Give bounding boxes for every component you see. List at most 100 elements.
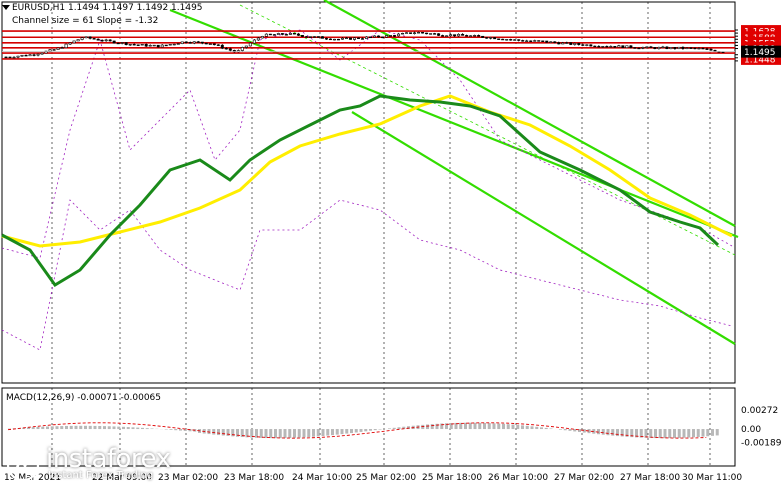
- macd-histogram-bar: [582, 429, 586, 433]
- candle-body: [409, 32, 413, 34]
- candle-body: [200, 41, 204, 44]
- macd-histogram-bar: [117, 426, 121, 430]
- candle-body: [581, 44, 585, 46]
- macd-histogram-bar: [55, 426, 59, 430]
- macd-histogram-bar: [179, 429, 182, 431]
- candle-body: [669, 47, 673, 50]
- candle-body: [429, 33, 433, 35]
- macd-histogram-bar: [36, 426, 40, 430]
- macd-histogram-bar: [696, 429, 700, 437]
- macd-histogram-bar: [98, 426, 102, 430]
- candle-body: [180, 41, 184, 44]
- macd-histogram-bar: [278, 429, 282, 439]
- candle-body: [224, 47, 228, 50]
- candle-body: [649, 46, 653, 48]
- candle-body: [473, 35, 477, 37]
- macd-tick-label: 0.00: [741, 425, 761, 435]
- candle-body: [124, 42, 128, 45]
- level-label-box: [741, 25, 781, 38]
- candle-body: [356, 37, 360, 39]
- macd-histogram-bar: [217, 429, 220, 436]
- macd-histogram-bar: [658, 429, 662, 439]
- candle-body: [168, 44, 172, 46]
- macd-histogram-bar: [31, 427, 35, 430]
- time-axis-label: 26 Mar 10:00: [488, 473, 548, 483]
- candle-body: [561, 42, 565, 45]
- candle-body: [4, 56, 8, 59]
- candle-body: [433, 33, 437, 35]
- macd-histogram-bar: [639, 429, 643, 438]
- candle-body: [513, 39, 517, 41]
- candle-body: [509, 39, 513, 41]
- candle-body: [212, 43, 216, 46]
- candle-body: [208, 43, 212, 45]
- candle-body: [593, 45, 597, 48]
- macd-histogram-bar: [269, 429, 273, 439]
- macd-histogram-bar: [240, 429, 244, 438]
- macd-histogram-bar: [644, 429, 648, 438]
- candle-body: [104, 39, 108, 42]
- macd-histogram-bar: [136, 427, 140, 430]
- macd-histogram-bar: [492, 423, 496, 430]
- macd-histogram-bar: [226, 429, 230, 436]
- candle-body: [521, 40, 525, 42]
- candle-body: [240, 47, 244, 51]
- candle-body: [425, 32, 429, 35]
- candle-body: [76, 39, 80, 42]
- macd-histogram-bar: [250, 429, 254, 438]
- macd-histogram-bar: [687, 429, 691, 438]
- candle-body: [96, 38, 100, 41]
- candle-body: [288, 33, 292, 35]
- moving-average-fast: [1, 94, 720, 287]
- symbol-info: EURUSD,H1 1.1494 1.1497 1.1492 1.1495: [12, 3, 203, 13]
- macd-histogram-bar: [445, 423, 448, 430]
- candle-body: [689, 47, 693, 49]
- candle-body: [393, 35, 397, 37]
- candle-body: [8, 56, 12, 59]
- macd-histogram-bar: [616, 429, 619, 437]
- time-axis-label: 22 Mar 09:00: [92, 473, 152, 483]
- macd-histogram-bar: [188, 429, 192, 432]
- macd-histogram-bar: [673, 429, 676, 439]
- macd-histogram-bar: [84, 425, 87, 430]
- chart-menu-triangle-icon[interactable]: [2, 5, 10, 10]
- candle-body: [557, 42, 561, 45]
- candle-body: [244, 45, 248, 48]
- macd-histogram-bar: [212, 429, 216, 435]
- macd-histogram-bar: [715, 429, 719, 436]
- candle-body: [160, 44, 164, 48]
- instaforex-logo-icon: [6, 448, 40, 482]
- time-axis-label: 27 Mar 02:00: [554, 473, 614, 483]
- candle-body: [204, 42, 208, 45]
- macd-histogram-bar: [392, 427, 396, 430]
- macd-histogram-bar: [79, 425, 83, 430]
- macd-histogram-bar: [93, 425, 97, 430]
- macd-histogram-bar: [706, 429, 710, 437]
- main-plot-frame: [1, 1, 736, 384]
- candle-body: [613, 46, 617, 48]
- candle-body: [465, 35, 469, 37]
- macd-histogram-bar: [407, 426, 410, 430]
- candle-body: [296, 33, 300, 36]
- macd-tick-label: -0.00189: [741, 438, 781, 448]
- macd-histogram-bar: [60, 426, 64, 430]
- macd-histogram-bar: [487, 423, 491, 430]
- candle-body: [577, 43, 581, 45]
- macd-histogram-bar: [663, 429, 667, 439]
- macd-histogram-bar: [649, 429, 653, 438]
- candle-body: [673, 47, 677, 49]
- candle-body: [457, 33, 461, 37]
- macd-histogram-bar: [302, 429, 306, 438]
- candle-body: [324, 38, 328, 40]
- macd-histogram-bar: [402, 426, 406, 430]
- candle-body: [369, 36, 373, 39]
- macd-histogram-bar: [297, 429, 301, 438]
- moving-average-slow: [1, 94, 733, 248]
- candle-body: [565, 42, 569, 44]
- macd-histogram-bar: [174, 429, 178, 431]
- macd-histogram-bar: [506, 424, 510, 430]
- macd-histogram-bar: [326, 429, 330, 436]
- candle-body: [645, 46, 649, 48]
- candle-body: [549, 41, 553, 43]
